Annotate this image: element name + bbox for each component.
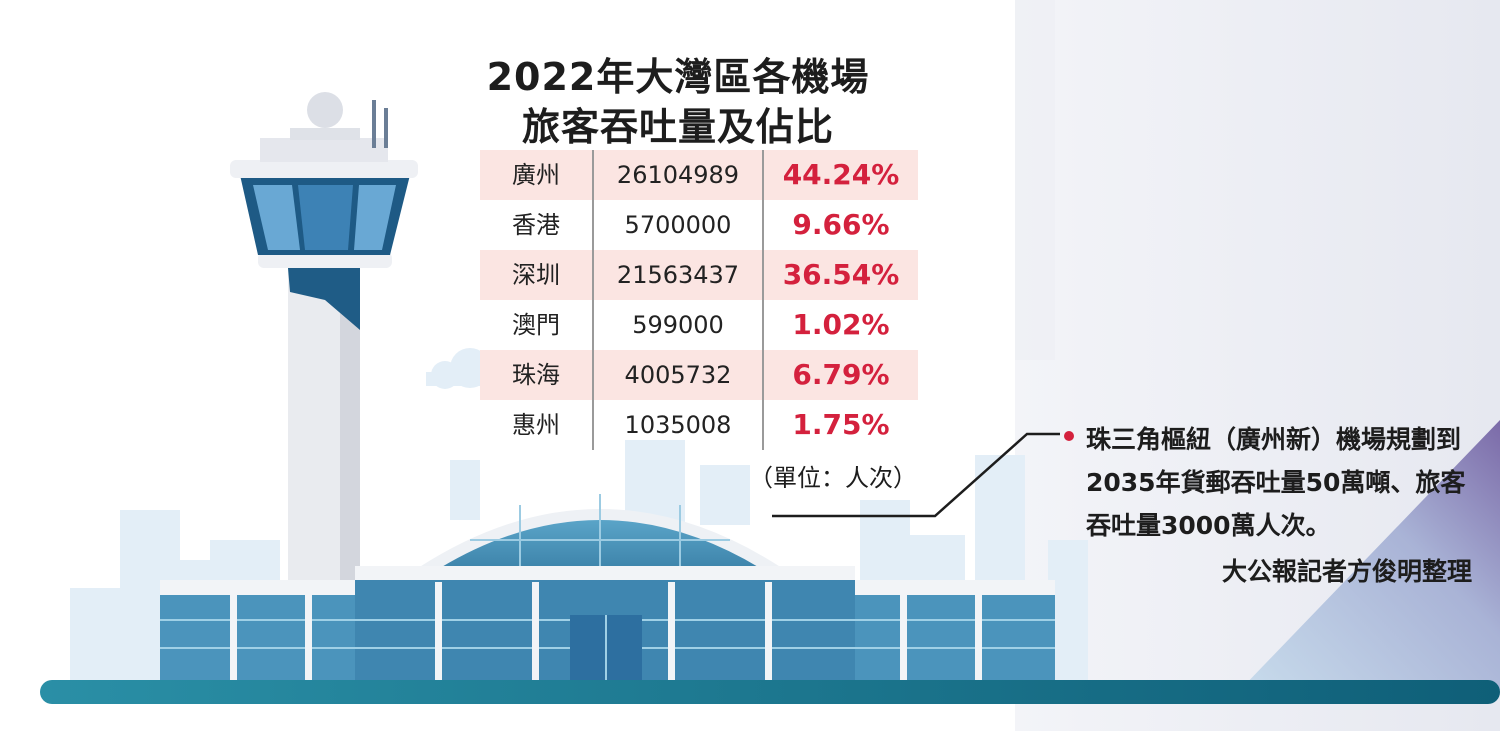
share-percent: 36.54% <box>782 258 900 291</box>
share-percent: 1.02% <box>792 308 890 341</box>
passenger-table: 廣州 26104989 44.24% 香港 5700000 9.66% 深圳 2… <box>480 150 918 450</box>
callout-line <box>772 432 1060 518</box>
passenger-count: 1035008 <box>624 411 732 439</box>
passenger-count: 5700000 <box>624 211 732 239</box>
share-percent: 9.66% <box>792 208 890 241</box>
column-divider <box>592 150 594 450</box>
airport-name: 澳門 <box>512 311 560 339</box>
share-percent: 6.79% <box>792 358 890 391</box>
airport-name: 廣州 <box>512 161 560 189</box>
column-divider <box>762 150 764 450</box>
ground-strip <box>40 680 1500 704</box>
note-text: 珠三角樞紐（廣州新）機場規劃到2035年貨郵吞吐量50萬噸、旅客吞吐量3000萬… <box>1086 425 1466 540</box>
passenger-count: 4005732 <box>624 361 732 389</box>
table-row: 香港 5700000 9.66% <box>480 200 918 250</box>
table-row: 惠州 1035008 1.75% <box>480 400 918 450</box>
background-panel <box>1015 0 1500 731</box>
unit-label: （單位：人次） <box>749 464 917 492</box>
airport-name: 惠州 <box>512 411 560 439</box>
table-row: 深圳 21563437 36.54% <box>480 250 918 300</box>
bullet-icon <box>1064 431 1074 441</box>
source-credit: 大公報記者方俊明整理 <box>1221 557 1472 586</box>
passenger-count: 21563437 <box>616 261 740 289</box>
share-percent: 44.24% <box>782 158 900 191</box>
table-row: 廣州 26104989 44.24% <box>480 150 918 200</box>
control-tower <box>230 92 418 590</box>
chart-title-line1: 2022年大灣區各機場 <box>486 55 870 99</box>
share-percent: 1.75% <box>792 408 890 441</box>
table-row: 珠海 4005732 6.79% <box>480 350 918 400</box>
airport-name: 深圳 <box>512 261 560 289</box>
chart-title-line2: 旅客吞吐量及佔比 <box>521 105 834 149</box>
airport-name: 香港 <box>512 211 560 239</box>
terminal-building <box>160 494 1055 683</box>
passenger-count: 26104989 <box>616 161 740 189</box>
passenger-count: 599000 <box>632 311 724 339</box>
table-row: 澳門 599000 1.02% <box>480 300 918 350</box>
airport-name: 珠海 <box>512 361 560 389</box>
